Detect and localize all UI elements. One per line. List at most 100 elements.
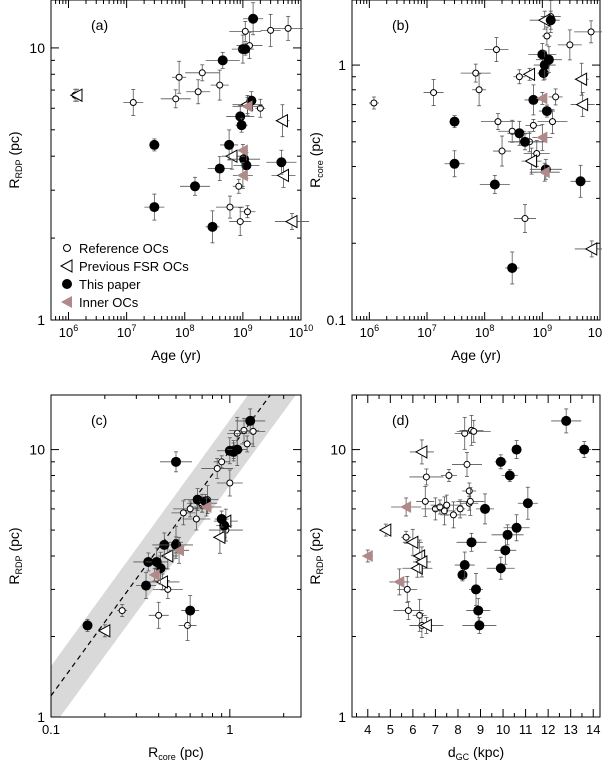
point-filled-triangle-left bbox=[241, 100, 253, 113]
x-tick-label: 109 bbox=[233, 323, 252, 340]
point-filled-circle bbox=[171, 456, 181, 467]
legend-marker-open-triangle bbox=[59, 259, 73, 273]
y-tick-label: 1 bbox=[338, 57, 346, 73]
point-open-circle bbox=[118, 607, 126, 615]
x-tick-label: 108 bbox=[175, 323, 194, 340]
point-filled-triangle-left bbox=[536, 92, 548, 105]
point-open-circle bbox=[267, 26, 275, 34]
x-tick-label: 11 bbox=[519, 722, 533, 737]
point-filled-triangle-left bbox=[538, 166, 550, 179]
x-axis-label: dGC (kpc) bbox=[448, 744, 504, 762]
x-tick-label: 13 bbox=[563, 722, 577, 737]
point-open-triangle-left bbox=[378, 523, 392, 537]
point-open-circle bbox=[284, 24, 292, 32]
point-filled-circle bbox=[149, 202, 160, 213]
point-open-circle bbox=[456, 505, 464, 513]
point-filled-circle bbox=[528, 94, 539, 105]
point-filled-circle bbox=[545, 15, 556, 26]
point-filled-circle bbox=[241, 160, 252, 171]
y-tick-label: 10 bbox=[29, 40, 45, 56]
point-filled-circle bbox=[232, 444, 243, 455]
point-filled-circle bbox=[276, 157, 287, 168]
legend-marker-filled-triangle bbox=[61, 296, 72, 308]
point-filled-circle bbox=[504, 470, 515, 481]
x-tick-label: 8 bbox=[454, 722, 461, 737]
point-filled-circle bbox=[449, 158, 460, 169]
x-tick-label: 4 bbox=[364, 722, 371, 737]
panel-a: 106 107 108 109 1010 1 10 Age (yr) RRDP (pc) (a) bbox=[6, 0, 313, 363]
y-axis-label: RRDP (pc) bbox=[6, 527, 24, 584]
point-filled-circle bbox=[141, 580, 152, 591]
point-open-circle bbox=[465, 487, 473, 495]
point-filled-circle bbox=[466, 537, 477, 548]
point-filled-circle bbox=[192, 494, 203, 505]
point-filled-circle bbox=[543, 54, 554, 65]
point-open-circle bbox=[403, 585, 411, 593]
y-axis-label: RRDP (pc) bbox=[307, 527, 325, 584]
point-filled-circle bbox=[185, 605, 196, 616]
point-open-circle bbox=[249, 427, 257, 435]
legend: Reference OCs Previous FSR OCs This paper I… bbox=[59, 241, 189, 310]
point-open-circle bbox=[475, 86, 483, 94]
point-open-triangle-left bbox=[419, 618, 432, 633]
point-filled-circle bbox=[495, 456, 506, 467]
point-filled-circle bbox=[214, 163, 225, 174]
point-open-circle bbox=[226, 203, 234, 211]
point-open-circle bbox=[445, 472, 453, 479]
point-filled-triangle-left bbox=[361, 550, 373, 562]
point-filled-circle bbox=[245, 415, 256, 426]
axes-frame bbox=[351, 394, 601, 718]
point-filled-circle bbox=[149, 139, 160, 150]
point-filled-circle bbox=[216, 514, 227, 525]
x-tick-label: 1010 bbox=[289, 323, 313, 340]
axes-frame bbox=[351, 0, 601, 321]
point-filled-circle bbox=[236, 120, 247, 131]
point-filled-circle bbox=[519, 136, 530, 147]
point-open-triangle-left bbox=[524, 154, 538, 168]
point-open-circle bbox=[256, 104, 264, 112]
point-open-circle bbox=[422, 473, 430, 481]
point-filled-circle bbox=[480, 503, 491, 514]
panel-d: 4 5 6 7 8 9 10 11 12 13 14 1 10 dGC (kpc) RRDP (pc) (d) bbox=[307, 394, 601, 762]
confidence-band bbox=[51, 395, 296, 717]
point-filled-circle bbox=[522, 498, 533, 509]
point-open-triangle-left bbox=[284, 214, 298, 229]
x-tick-label: 5 bbox=[387, 722, 394, 737]
y-axis-label: RRDP (pc) bbox=[6, 131, 24, 188]
x-axis-label: Age (yr) bbox=[451, 347, 501, 363]
panel-label: (c) bbox=[91, 412, 107, 428]
y-tick-label: 10 bbox=[330, 442, 346, 458]
point-filled-circle bbox=[561, 415, 572, 426]
point-open-circle bbox=[521, 215, 529, 223]
point-open-circle bbox=[179, 509, 187, 517]
point-open-circle bbox=[241, 27, 249, 35]
legend-label: Previous FSR OCs bbox=[79, 259, 189, 274]
y-tick-label: 1 bbox=[338, 709, 346, 725]
point-filled-circle bbox=[538, 68, 549, 79]
point-open-circle bbox=[155, 611, 163, 619]
point-open-circle bbox=[552, 93, 560, 101]
x-tick-label: 106 bbox=[360, 323, 379, 340]
legend-label: This paper bbox=[79, 277, 141, 292]
point-filled-triangle-left bbox=[400, 500, 412, 513]
point-open-triangle-left bbox=[212, 530, 226, 545]
x-axis-label: Rcore (pc) bbox=[148, 744, 204, 762]
point-open-triangle-left bbox=[414, 445, 428, 459]
point-filled-circle bbox=[514, 128, 525, 139]
point-open-triangle-left bbox=[574, 72, 588, 87]
point-open-circle bbox=[370, 99, 378, 107]
point-filled-circle bbox=[82, 620, 93, 631]
legend-label: Inner OCs bbox=[79, 295, 139, 310]
legend-marker-open-circle bbox=[63, 244, 71, 252]
point-open-circle bbox=[194, 88, 202, 96]
point-filled-circle bbox=[579, 444, 590, 455]
point-filled-circle bbox=[224, 139, 235, 150]
point-open-circle bbox=[421, 497, 429, 505]
point-filled-circle bbox=[474, 620, 485, 631]
x-tick-label: 7 bbox=[432, 722, 439, 737]
panel-label: (b) bbox=[392, 17, 409, 33]
point-open-circle bbox=[172, 95, 180, 103]
point-filled-triangle-left bbox=[536, 131, 548, 144]
